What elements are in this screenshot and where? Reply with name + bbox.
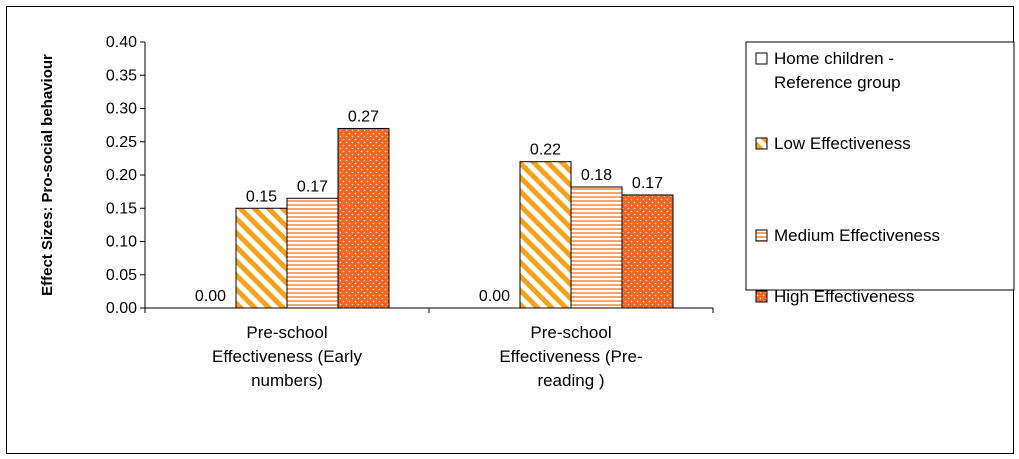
- bar: [570, 186, 623, 309]
- y-tick-label: 0.15: [106, 200, 137, 217]
- y-tick-label: 0.35: [106, 67, 137, 84]
- legend-swatch: [755, 290, 768, 303]
- y-tick-label: 0.05: [106, 267, 137, 284]
- legend: Home children - Reference group Low Effect…: [745, 41, 1015, 306]
- legend-label: Reference group: [774, 73, 901, 92]
- y-tick-label: 0.40: [106, 34, 137, 51]
- data-label: 0.17: [297, 178, 328, 195]
- axes: 0.00 0.05 0.10 0.15 0.20 0.25 0.30 0.35 0.40 Pre-…: [106, 34, 714, 390]
- legend-swatch: [755, 52, 768, 65]
- bars: [235, 127, 674, 309]
- x-category-label: reading ): [537, 371, 604, 390]
- legend-label: Low Effectiveness: [774, 134, 911, 153]
- legend-label: Medium Effectiveness: [774, 226, 940, 245]
- bar: [337, 127, 390, 309]
- y-tick-label: 0.10: [106, 234, 137, 251]
- data-labels: 0.00 0.15 0.17 0.27 0.00 0.22 0.18 0.17: [195, 108, 663, 305]
- data-label: 0.15: [246, 188, 277, 205]
- legend-label: Home children -: [774, 49, 894, 68]
- legend-label: High Effectiveness: [774, 287, 914, 306]
- x-category-label: Effectiveness (Early: [212, 347, 362, 366]
- data-label: 0.00: [479, 288, 510, 305]
- y-tick-label: 0.20: [106, 167, 137, 184]
- legend-swatch: [755, 137, 768, 150]
- x-category-label: numbers): [251, 371, 323, 390]
- x-category-label: Pre-school: [530, 323, 611, 342]
- data-label: 0.00: [195, 288, 226, 305]
- y-tick-label: 0.30: [106, 101, 137, 118]
- data-label: 0.18: [581, 167, 612, 184]
- x-category-label: Pre-school: [246, 323, 327, 342]
- bar: [235, 207, 288, 309]
- y-tick-label: 0.25: [106, 134, 137, 151]
- x-category-label: Effectiveness (Pre-: [499, 347, 642, 366]
- y-tick-label: 0.00: [106, 300, 137, 317]
- bar: [519, 161, 572, 309]
- data-label: 0.17: [632, 175, 663, 192]
- y-axis-label: Effect Sizes: Pro-social behaviour: [39, 54, 56, 296]
- data-label: 0.22: [530, 142, 561, 159]
- legend-swatch: [755, 229, 768, 242]
- data-label: 0.27: [348, 108, 379, 125]
- bar: [286, 197, 339, 309]
- bar: [621, 194, 674, 309]
- legend-box: [745, 41, 1015, 291]
